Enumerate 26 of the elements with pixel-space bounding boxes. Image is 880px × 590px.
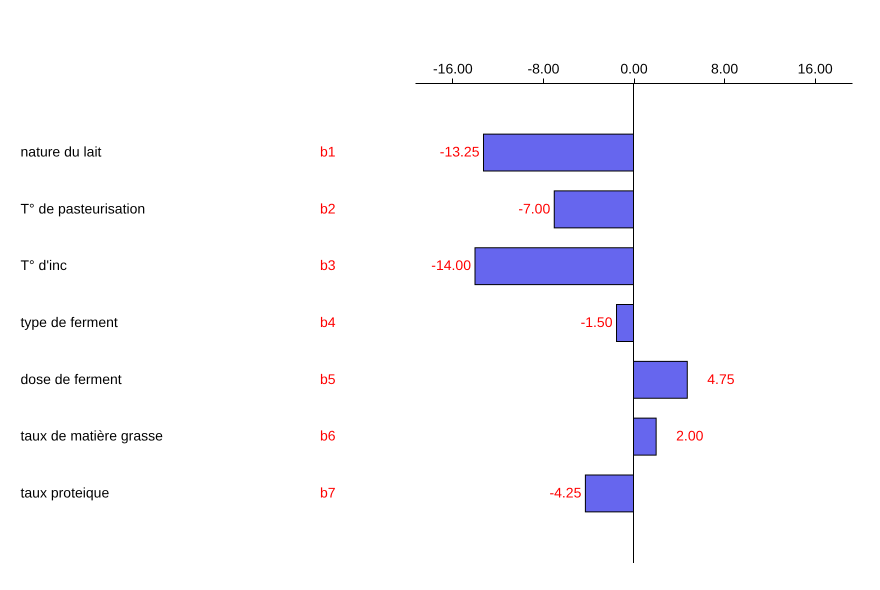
data-label: -1.50 — [580, 314, 613, 330]
y-tick-label: T° de pasteurisation — [20, 200, 146, 216]
x2-tick-label: -16.00 — [433, 60, 473, 76]
y-tick-label: type de ferment — [20, 314, 118, 330]
data-label: -14.00 — [431, 257, 472, 274]
x2-tick-label: -8.00 — [527, 60, 560, 76]
text: b1 — [320, 144, 336, 160]
text: b7 — [320, 484, 336, 500]
text: b4 — [320, 314, 336, 330]
text: b3 — [320, 257, 336, 274]
data-label: -13.25 — [440, 144, 480, 160]
y-tick-label: T° d'inc — [20, 257, 67, 274]
data-label: 2.00 — [676, 428, 704, 444]
data-label: -7.00 — [518, 200, 550, 216]
y-tick-label: dose de ferment — [20, 370, 122, 387]
text: b5 — [320, 370, 336, 387]
y-tick-label: nature du lait — [20, 144, 102, 160]
y-tick-label: taux proteique — [20, 484, 110, 500]
text: b6 — [320, 428, 336, 444]
x2-tick-label: 0.00 — [620, 60, 648, 76]
x2-tick-label: 16.00 — [798, 60, 833, 76]
x2-tick-label: 8.00 — [710, 60, 738, 76]
y-tick-label: taux de matière grasse — [20, 428, 164, 444]
text: b2 — [320, 200, 336, 216]
data-label: -4.25 — [549, 484, 582, 500]
data-label: 4.75 — [707, 370, 735, 387]
